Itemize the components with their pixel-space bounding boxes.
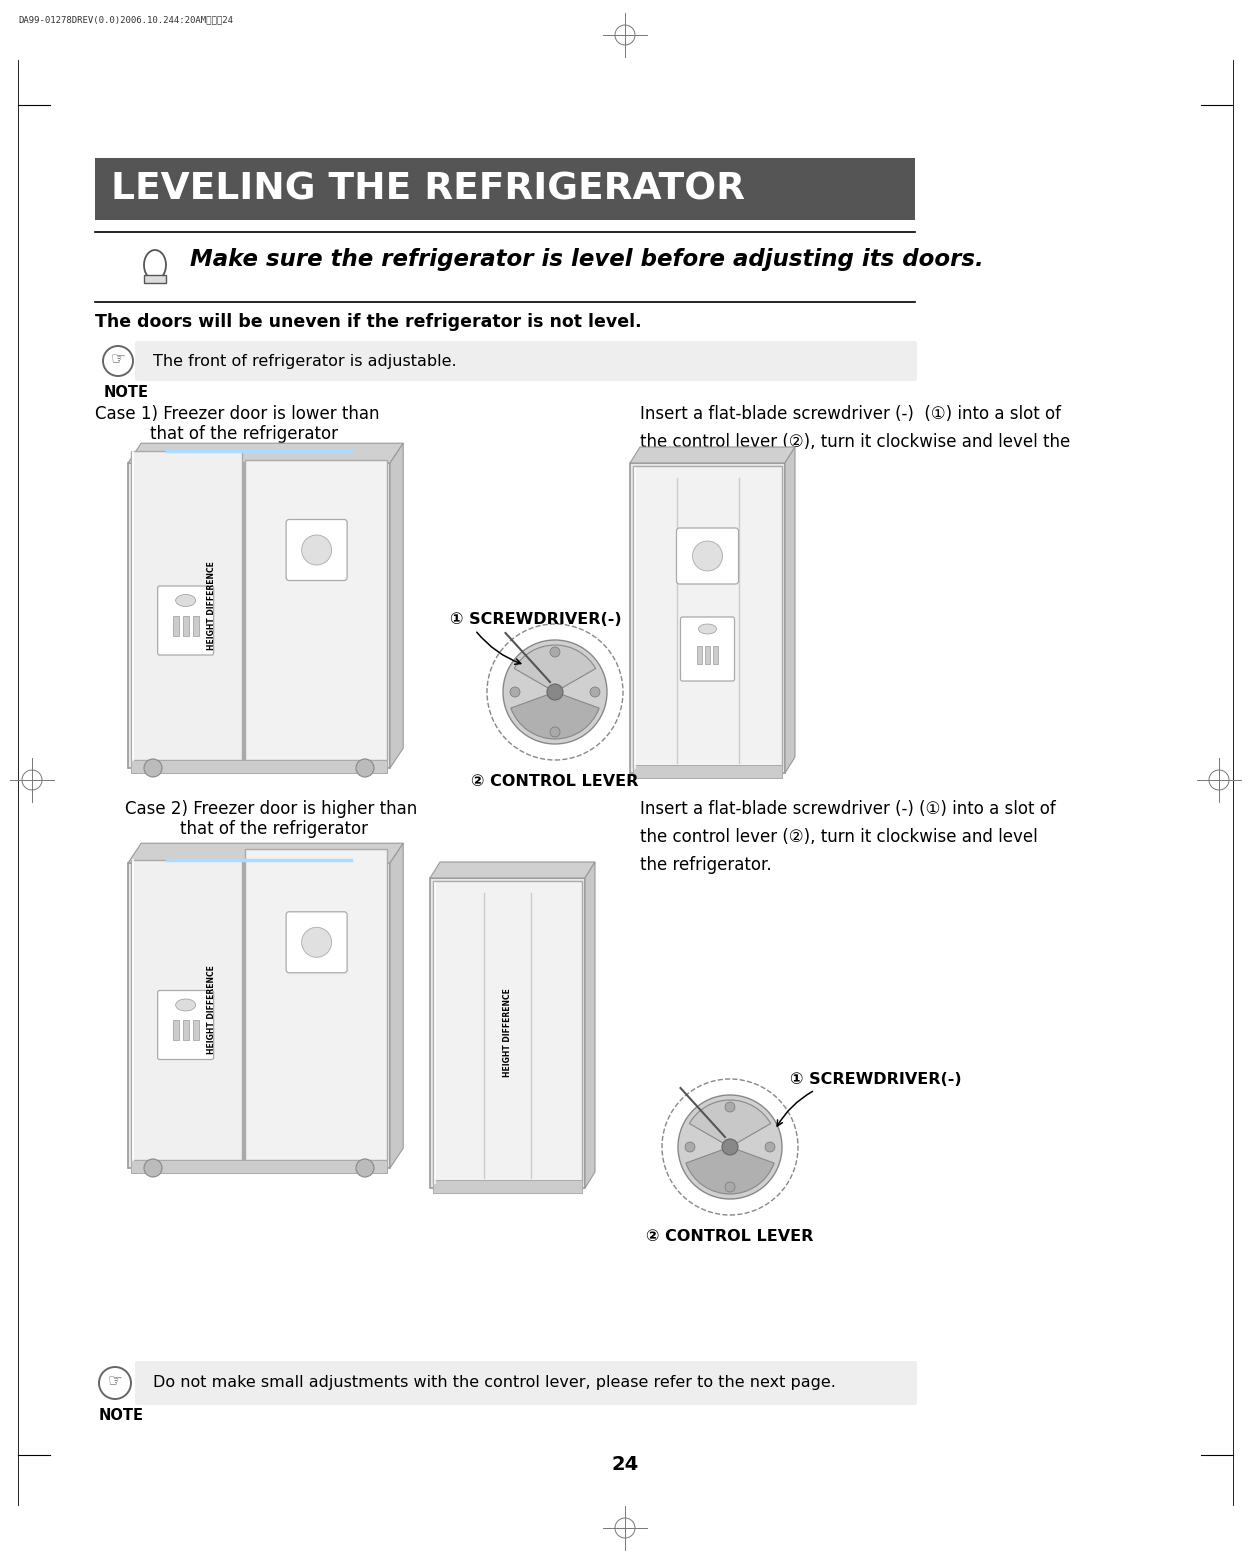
Text: Insert a flat-blade screwdriver (-)  (①) into a slot of
the control lever (②), t: Insert a flat-blade screwdriver (-) (①) …: [641, 404, 1071, 479]
Text: Case 2) Freezer door is higher than: Case 2) Freezer door is higher than: [125, 799, 418, 818]
Bar: [131, 860, 243, 1160]
Circle shape: [550, 646, 560, 657]
Polygon shape: [390, 443, 403, 768]
Circle shape: [686, 1143, 696, 1152]
Circle shape: [357, 759, 374, 777]
Text: ☞: ☞: [108, 1372, 123, 1389]
Bar: [631, 464, 784, 773]
Bar: [95, 158, 914, 220]
FancyBboxPatch shape: [158, 991, 214, 1060]
Text: Do not make small adjustments with the control lever, please refer to the next p: Do not make small adjustments with the c…: [153, 1375, 836, 1391]
Bar: [131, 451, 243, 760]
Ellipse shape: [175, 999, 195, 1012]
Bar: [144, 275, 166, 283]
Circle shape: [550, 727, 560, 737]
Circle shape: [503, 640, 607, 745]
Circle shape: [547, 684, 563, 699]
Bar: [245, 460, 387, 760]
Bar: [245, 849, 387, 1160]
Text: HEIGHT DIFFERENCE: HEIGHT DIFFERENCE: [503, 988, 512, 1077]
Text: 24: 24: [612, 1455, 638, 1474]
Bar: [131, 760, 387, 773]
Bar: [633, 467, 782, 768]
Polygon shape: [128, 843, 403, 863]
Text: Insert a flat-blade screwdriver (-) (①) into a slot of
the control lever (②), tu: Insert a flat-blade screwdriver (-) (①) …: [641, 799, 1056, 874]
Text: HEIGHT DIFFERENCE: HEIGHT DIFFERENCE: [208, 966, 216, 1054]
Circle shape: [678, 1094, 782, 1199]
Text: ① SCREWDRIVER(-): ① SCREWDRIVER(-): [789, 1072, 962, 1086]
Bar: [193, 1019, 199, 1040]
Text: Case 1) Freezer door is lower than: Case 1) Freezer door is lower than: [95, 404, 379, 423]
Bar: [633, 765, 782, 777]
Bar: [183, 615, 189, 635]
Circle shape: [766, 1143, 776, 1152]
Bar: [128, 464, 390, 768]
Polygon shape: [390, 843, 403, 1168]
Bar: [128, 863, 390, 1168]
Bar: [173, 1019, 179, 1040]
Text: HEIGHT DIFFERENCE: HEIGHT DIFFERENCE: [208, 560, 216, 649]
Bar: [131, 1160, 387, 1172]
Text: ☞: ☞: [110, 350, 125, 368]
Text: ① SCREWDRIVER(-): ① SCREWDRIVER(-): [450, 612, 622, 628]
Ellipse shape: [301, 535, 332, 565]
Text: DA99-01278DREV(0.0)2006.10.244:20AM페이지24: DA99-01278DREV(0.0)2006.10.244:20AM페이지24: [18, 16, 233, 23]
Polygon shape: [585, 862, 595, 1188]
Text: NOTE: NOTE: [99, 1408, 144, 1424]
Bar: [697, 646, 702, 663]
Text: LEVELING THE REFRIGERATOR: LEVELING THE REFRIGERATOR: [111, 172, 746, 208]
FancyBboxPatch shape: [135, 340, 917, 381]
Circle shape: [722, 1140, 738, 1155]
Bar: [183, 1019, 189, 1040]
Ellipse shape: [144, 250, 166, 279]
Bar: [173, 615, 179, 635]
Ellipse shape: [698, 624, 717, 634]
FancyBboxPatch shape: [135, 1361, 917, 1405]
Circle shape: [726, 1102, 736, 1111]
Polygon shape: [631, 446, 794, 464]
Bar: [193, 615, 199, 635]
Wedge shape: [686, 1147, 774, 1194]
Bar: [706, 646, 711, 663]
Ellipse shape: [301, 927, 332, 957]
Wedge shape: [514, 645, 595, 692]
FancyBboxPatch shape: [158, 585, 214, 656]
Text: ② CONTROL LEVER: ② CONTROL LEVER: [647, 1229, 813, 1244]
Polygon shape: [784, 446, 794, 773]
Circle shape: [357, 1158, 374, 1177]
Polygon shape: [430, 862, 595, 877]
FancyBboxPatch shape: [286, 520, 347, 581]
Text: that of the refrigerator: that of the refrigerator: [150, 425, 338, 443]
Circle shape: [590, 687, 600, 698]
Circle shape: [144, 759, 161, 777]
Bar: [433, 1180, 582, 1193]
FancyBboxPatch shape: [286, 912, 347, 973]
Text: The doors will be uneven if the refrigerator is not level.: The doors will be uneven if the refriger…: [95, 314, 642, 331]
Circle shape: [510, 687, 520, 698]
Bar: [713, 646, 718, 663]
Text: ② CONTROL LEVER: ② CONTROL LEVER: [472, 774, 639, 788]
Circle shape: [144, 1158, 161, 1177]
Bar: [433, 880, 582, 1183]
Text: that of the refrigerator: that of the refrigerator: [180, 820, 368, 838]
Text: NOTE: NOTE: [104, 386, 149, 400]
Text: The front of refrigerator is adjustable.: The front of refrigerator is adjustable.: [153, 353, 457, 368]
FancyBboxPatch shape: [681, 617, 734, 681]
Polygon shape: [128, 443, 403, 464]
Circle shape: [726, 1182, 736, 1193]
FancyBboxPatch shape: [677, 528, 738, 584]
Wedge shape: [510, 692, 599, 738]
Text: Make sure the refrigerator is level before adjusting its doors.: Make sure the refrigerator is level befo…: [190, 248, 983, 272]
Bar: [430, 877, 585, 1188]
Ellipse shape: [693, 542, 723, 571]
Wedge shape: [689, 1101, 771, 1147]
Ellipse shape: [175, 595, 195, 607]
